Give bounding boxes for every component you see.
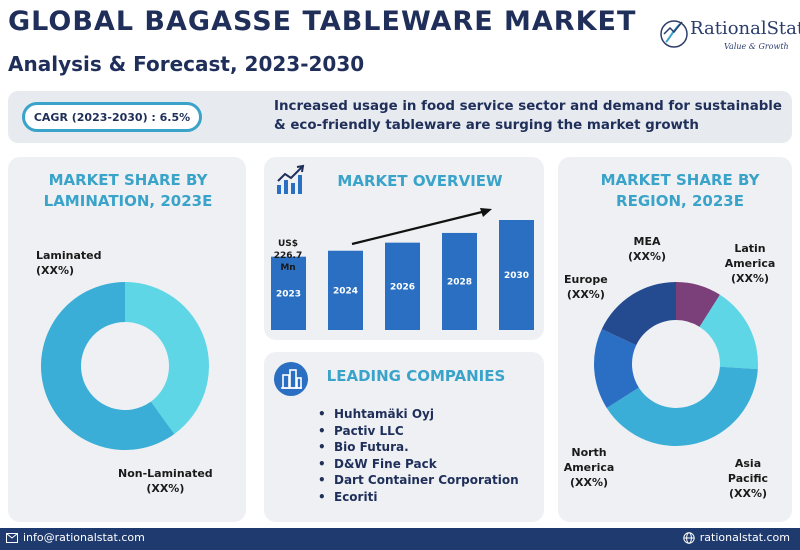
footer-email-text: info@rationalstat.com <box>23 531 145 544</box>
market-overview-title: MARKET OVERVIEW <box>337 172 503 190</box>
summary-banner: CAGR (2023-2030) : 6.5% Increased usage … <box>8 91 792 143</box>
north-america-label: North America <box>563 446 615 474</box>
footer-website-text: rationalstat.com <box>699 531 790 544</box>
market-value-text: US$ 226.7 Mn <box>273 239 303 273</box>
region-label-north-america: North America (XX%) <box>560 445 618 490</box>
region-label-asia-pacific: Asia Pacific (XX%) <box>726 456 770 501</box>
market-overview-bar-chart: 2023 2024 2026 2028 2030 <box>271 208 534 330</box>
trend-arrow-line <box>351 209 487 246</box>
bar-2023 <box>271 256 306 330</box>
growth-chart-icon <box>277 164 305 194</box>
email-icon <box>6 532 18 543</box>
laminated-label: Laminated <box>36 249 102 262</box>
list-item: Dart Container Corporation <box>318 472 519 489</box>
page-subtitle: Analysis & Forecast, 2023-2030 <box>8 52 365 76</box>
trend-arrow-head <box>480 208 492 217</box>
rationalstat-logo-icon <box>660 20 688 48</box>
region-slice-mea <box>676 282 720 327</box>
logo-name: RationalStat <box>690 18 800 39</box>
lamination-slice-laminated <box>125 282 210 434</box>
non-laminated-label: Non-Laminated <box>118 467 213 480</box>
footer-website[interactable]: rationalstat.com <box>683 531 790 544</box>
asia-pacific-label: Asia Pacific <box>727 457 769 485</box>
region-slice-latin-america <box>699 294 758 370</box>
lamination-label-non-laminated: Non-Laminated (XX%) <box>118 466 213 496</box>
non-laminated-value: (XX%) <box>146 482 185 495</box>
lamination-donut-chart <box>41 282 210 450</box>
latin-america-value: (XX%) <box>730 272 770 285</box>
brand-logo[interactable]: RationalStat Value & Growth <box>658 16 800 56</box>
globe-icon <box>683 531 695 544</box>
region-panel-title: MARKET SHARE BY REGION, 2023E <box>600 171 760 210</box>
europe-value: (XX%) <box>566 288 605 301</box>
companies-icon <box>274 362 308 396</box>
region-slice-europe <box>601 282 676 346</box>
bar-2024 <box>328 250 363 330</box>
footer: info@rationalstat.com rationalstat.com <box>0 528 800 550</box>
company-list: Huhtamäki Oyj Pactiv LLC Bio Futura. D&W… <box>318 406 519 505</box>
bar-label-2026: 2026 <box>390 282 415 292</box>
cagr-badge: CAGR (2023-2030) : 6.5% <box>22 102 202 132</box>
asia-pacific-value: (XX%) <box>728 487 768 500</box>
laminated-value: (XX%) <box>36 264 75 277</box>
bar-label-2023: 2023 <box>276 289 301 299</box>
bar-label-2028: 2028 <box>447 277 472 287</box>
latin-america-label: Latin America <box>724 242 776 270</box>
mea-value: (XX%) <box>628 250 667 263</box>
region-donut-chart <box>594 282 758 446</box>
region-slice-north-america <box>594 329 639 408</box>
region-label-mea: MEA (XX%) <box>628 234 666 264</box>
list-item: Bio Futura. <box>318 439 519 456</box>
list-item: Huhtamäki Oyj <box>318 406 519 423</box>
logo-tagline: Value & Growth <box>724 42 789 51</box>
bar-label-2030: 2030 <box>504 271 529 281</box>
buildings-icon <box>281 369 302 389</box>
region-slice-asia-pacific <box>606 366 758 446</box>
lamination-slice-non-laminated <box>41 282 175 450</box>
list-item: Ecoriti <box>318 489 519 506</box>
footer-email[interactable]: info@rationalstat.com <box>6 531 145 544</box>
page-title: GLOBAL BAGASSE TABLEWARE MARKET <box>8 6 637 37</box>
market-value-label: US$ 226.7 Mn <box>266 238 310 274</box>
list-item: D&W Fine Pack <box>318 456 519 473</box>
europe-label: Europe <box>564 273 608 286</box>
north-america-value: (XX%) <box>569 476 609 489</box>
lamination-panel-title: MARKET SHARE BY LAMINATION, 2023E <box>43 171 213 210</box>
bar-2028 <box>442 232 477 330</box>
region-label-europe: Europe (XX%) <box>564 272 608 302</box>
list-item: Pactiv LLC <box>318 423 519 440</box>
leading-companies-title: LEADING COMPANIES <box>326 367 506 385</box>
bar-2026 <box>385 242 420 330</box>
mea-label: MEA <box>633 235 661 248</box>
region-label-latin-america: Latin America (XX%) <box>722 241 778 286</box>
bar-2030 <box>499 220 534 330</box>
bar-label-2024: 2024 <box>333 286 358 296</box>
banner-text: Increased usage in food service sector a… <box>274 99 782 133</box>
lamination-label-laminated: Laminated (XX%) <box>36 248 102 278</box>
